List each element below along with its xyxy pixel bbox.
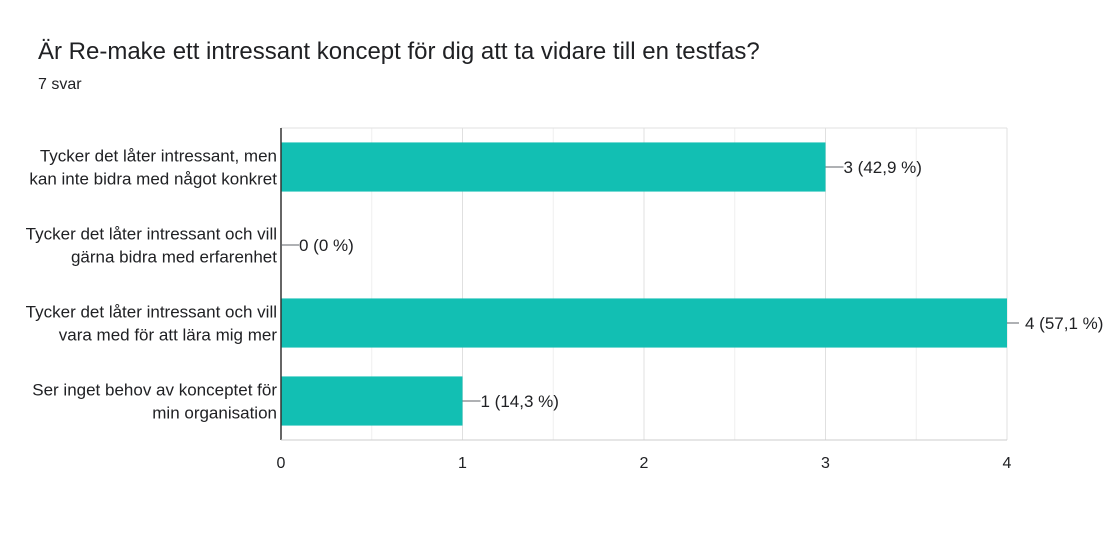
x-tick-label: 1: [458, 455, 467, 472]
response-count: 7 svar: [38, 76, 82, 93]
x-tick-label: 0: [277, 455, 286, 472]
data-label: 0 (0 %): [299, 236, 354, 255]
bar[interactable]: [281, 376, 463, 426]
category-label: gärna bidra med erfarenhet: [71, 248, 277, 267]
data-labels: 3 (42,9 %) 0 (0 %) 4 (57,1 %) 1 (14,3 %): [281, 158, 1103, 411]
category-label: vara med för att lära mig mer: [59, 326, 278, 345]
bar[interactable]: [281, 142, 826, 192]
x-tick-label: 4: [1003, 455, 1012, 472]
data-label: 1 (14,3 %): [481, 392, 559, 411]
category-label: min organisation: [152, 404, 277, 423]
data-label: 4 (57,1 %): [1025, 314, 1103, 333]
category-label: Tycker det låter intressant och vill: [26, 303, 277, 322]
category-label: Tycker det låter intressant och vill: [26, 225, 277, 244]
chart-title: Är Re-make ett intressant koncept för di…: [38, 38, 760, 65]
x-axis-tick-labels: 0 1 2 3 4: [277, 455, 1012, 472]
data-label: 3 (42,9 %): [844, 158, 922, 177]
category-label: Tycker det låter intressant, men: [40, 147, 277, 166]
x-tick-label: 3: [821, 455, 830, 472]
category-labels: Tycker det låter intressant, men kan inte…: [26, 147, 278, 423]
bar[interactable]: [281, 298, 1007, 348]
category-label: Ser inget behov av konceptet för: [32, 381, 277, 400]
category-label: kan inte bidra med något konkret: [29, 170, 277, 189]
x-tick-label: 2: [640, 455, 649, 472]
chart-bars: [281, 142, 1007, 426]
chart-axes: [280, 128, 1007, 441]
